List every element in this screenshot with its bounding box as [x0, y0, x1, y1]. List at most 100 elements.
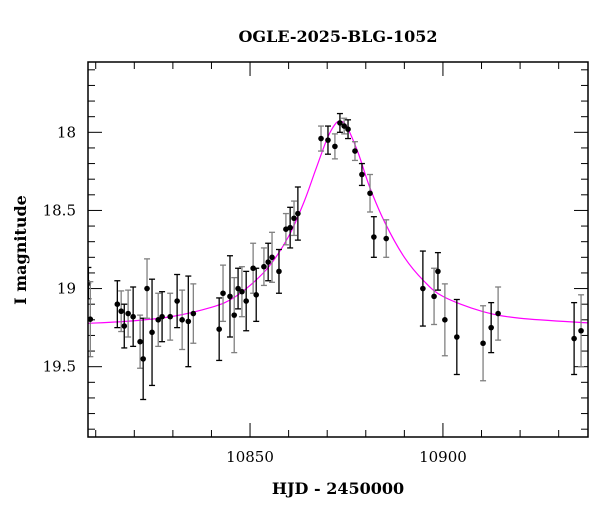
data-marker: [235, 285, 241, 292]
data-marker: [341, 123, 347, 129]
model-curve: [88, 120, 588, 325]
y-tick-label: 18.5: [43, 201, 76, 219]
data-marker: [114, 301, 121, 307]
data-marker: [174, 298, 180, 304]
data-point: [149, 278, 156, 387]
data-point: [291, 200, 298, 237]
data-point: [114, 280, 121, 329]
data-marker: [318, 135, 324, 142]
data-marker: [239, 288, 245, 295]
data-marker: [367, 190, 373, 197]
data-marker: [167, 313, 173, 320]
data-point: [578, 294, 585, 368]
data-marker: [118, 308, 124, 315]
data-point: [434, 251, 441, 291]
data-point: [140, 317, 147, 401]
data-point: [331, 133, 338, 160]
data-points-layer: [88, 112, 585, 401]
data-marker: [571, 335, 577, 342]
data-marker: [291, 215, 297, 222]
data-point: [351, 141, 358, 162]
data-marker: [155, 317, 162, 323]
data-point: [318, 125, 325, 152]
data-marker: [250, 265, 256, 272]
data-point: [294, 186, 301, 241]
data-marker: [269, 254, 275, 261]
data-point: [231, 276, 238, 354]
y-axis-label: I magnitude: [11, 195, 30, 305]
data-point: [367, 173, 374, 213]
y-tick-label: 19.5: [43, 358, 76, 376]
data-marker: [220, 290, 226, 297]
data-point: [370, 216, 377, 258]
data-marker: [265, 259, 271, 265]
data-marker: [283, 226, 289, 232]
model-layer: [88, 120, 588, 325]
data-marker: [140, 356, 146, 362]
data-point: [130, 286, 137, 348]
data-marker: [383, 235, 390, 242]
data-marker: [442, 317, 448, 323]
data-point: [431, 267, 438, 326]
data-marker: [295, 210, 301, 217]
data-point: [185, 275, 192, 368]
data-point: [269, 231, 276, 283]
data-point: [287, 206, 294, 249]
data-marker: [480, 340, 486, 347]
data-point: [383, 219, 390, 258]
data-point: [419, 250, 426, 327]
data-marker: [125, 310, 131, 317]
data-marker: [325, 137, 331, 143]
data-marker: [276, 268, 282, 275]
data-marker: [359, 171, 365, 178]
data-marker: [88, 316, 94, 322]
data-point: [324, 125, 331, 155]
data-point: [144, 258, 151, 319]
data-point: [243, 270, 250, 332]
data-point: [238, 266, 245, 318]
data-marker: [137, 338, 143, 345]
data-point: [265, 242, 272, 282]
data-marker: [121, 323, 128, 329]
x-tick-label: 10900: [419, 448, 467, 466]
data-marker: [420, 285, 426, 292]
data-marker: [495, 310, 501, 317]
data-marker: [149, 329, 155, 336]
data-marker: [179, 317, 185, 323]
data-marker: [352, 148, 358, 154]
data-marker: [130, 313, 136, 320]
data-point: [336, 112, 343, 133]
data-marker: [332, 143, 338, 150]
data-point: [179, 289, 186, 351]
data-marker: [144, 285, 150, 292]
y-tick-label: 18: [57, 123, 76, 141]
data-marker: [190, 310, 197, 317]
data-marker: [227, 293, 233, 300]
data-point: [118, 290, 125, 333]
data-point: [345, 119, 352, 140]
data-point: [137, 314, 144, 369]
chart-title: OGLE-2025-BLG-1052: [238, 27, 437, 46]
data-point: [121, 303, 128, 349]
data-marker: [431, 293, 437, 300]
data-marker: [454, 334, 460, 340]
data-point: [495, 286, 502, 341]
y-tick-label: 19: [57, 280, 76, 298]
data-point: [167, 292, 174, 341]
x-axis-label: HJD - 2450000: [272, 479, 404, 498]
data-marker: [231, 312, 238, 318]
data-point: [155, 292, 162, 348]
data-point: [341, 117, 348, 135]
data-point: [282, 212, 289, 246]
data-point: [260, 247, 267, 287]
plot-frame: [87, 61, 589, 438]
data-marker: [159, 313, 165, 320]
x-tick-label: 10850: [226, 448, 274, 466]
data-point: [220, 264, 227, 323]
data-point: [358, 162, 365, 187]
data-point: [441, 283, 448, 357]
data-point: [159, 291, 166, 343]
data-point: [174, 273, 181, 329]
data-point: [190, 283, 197, 344]
